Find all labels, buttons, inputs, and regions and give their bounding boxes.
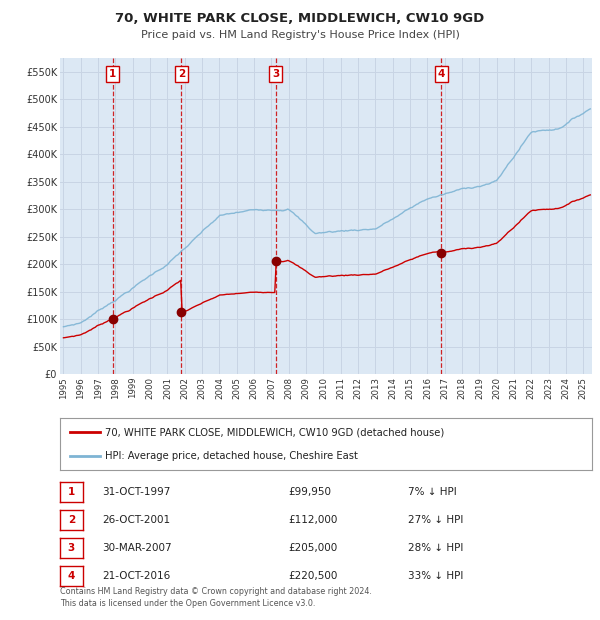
Text: 27% ↓ HPI: 27% ↓ HPI xyxy=(408,515,463,525)
Text: 7% ↓ HPI: 7% ↓ HPI xyxy=(408,487,457,497)
Text: 70, WHITE PARK CLOSE, MIDDLEWICH, CW10 9GD (detached house): 70, WHITE PARK CLOSE, MIDDLEWICH, CW10 9… xyxy=(105,427,445,437)
Text: 31-OCT-1997: 31-OCT-1997 xyxy=(102,487,170,497)
Text: 33% ↓ HPI: 33% ↓ HPI xyxy=(408,571,463,581)
Text: Contains HM Land Registry data © Crown copyright and database right 2024.
This d: Contains HM Land Registry data © Crown c… xyxy=(60,587,372,608)
Text: 2: 2 xyxy=(178,69,185,79)
Text: 4: 4 xyxy=(68,571,75,581)
Text: 1: 1 xyxy=(109,69,116,79)
Text: 21-OCT-2016: 21-OCT-2016 xyxy=(102,571,170,581)
Text: 1: 1 xyxy=(68,487,75,497)
Text: 2: 2 xyxy=(68,515,75,525)
Text: £112,000: £112,000 xyxy=(288,515,337,525)
Text: 70, WHITE PARK CLOSE, MIDDLEWICH, CW10 9GD: 70, WHITE PARK CLOSE, MIDDLEWICH, CW10 9… xyxy=(115,12,485,25)
Text: 28% ↓ HPI: 28% ↓ HPI xyxy=(408,543,463,553)
Text: 3: 3 xyxy=(68,543,75,553)
Text: £205,000: £205,000 xyxy=(288,543,337,553)
Text: £99,950: £99,950 xyxy=(288,487,331,497)
Text: 4: 4 xyxy=(437,69,445,79)
Text: 30-MAR-2007: 30-MAR-2007 xyxy=(102,543,172,553)
Text: 3: 3 xyxy=(272,69,279,79)
Text: £220,500: £220,500 xyxy=(288,571,337,581)
Text: HPI: Average price, detached house, Cheshire East: HPI: Average price, detached house, Ches… xyxy=(105,451,358,461)
Text: Price paid vs. HM Land Registry's House Price Index (HPI): Price paid vs. HM Land Registry's House … xyxy=(140,30,460,40)
Text: 26-OCT-2001: 26-OCT-2001 xyxy=(102,515,170,525)
